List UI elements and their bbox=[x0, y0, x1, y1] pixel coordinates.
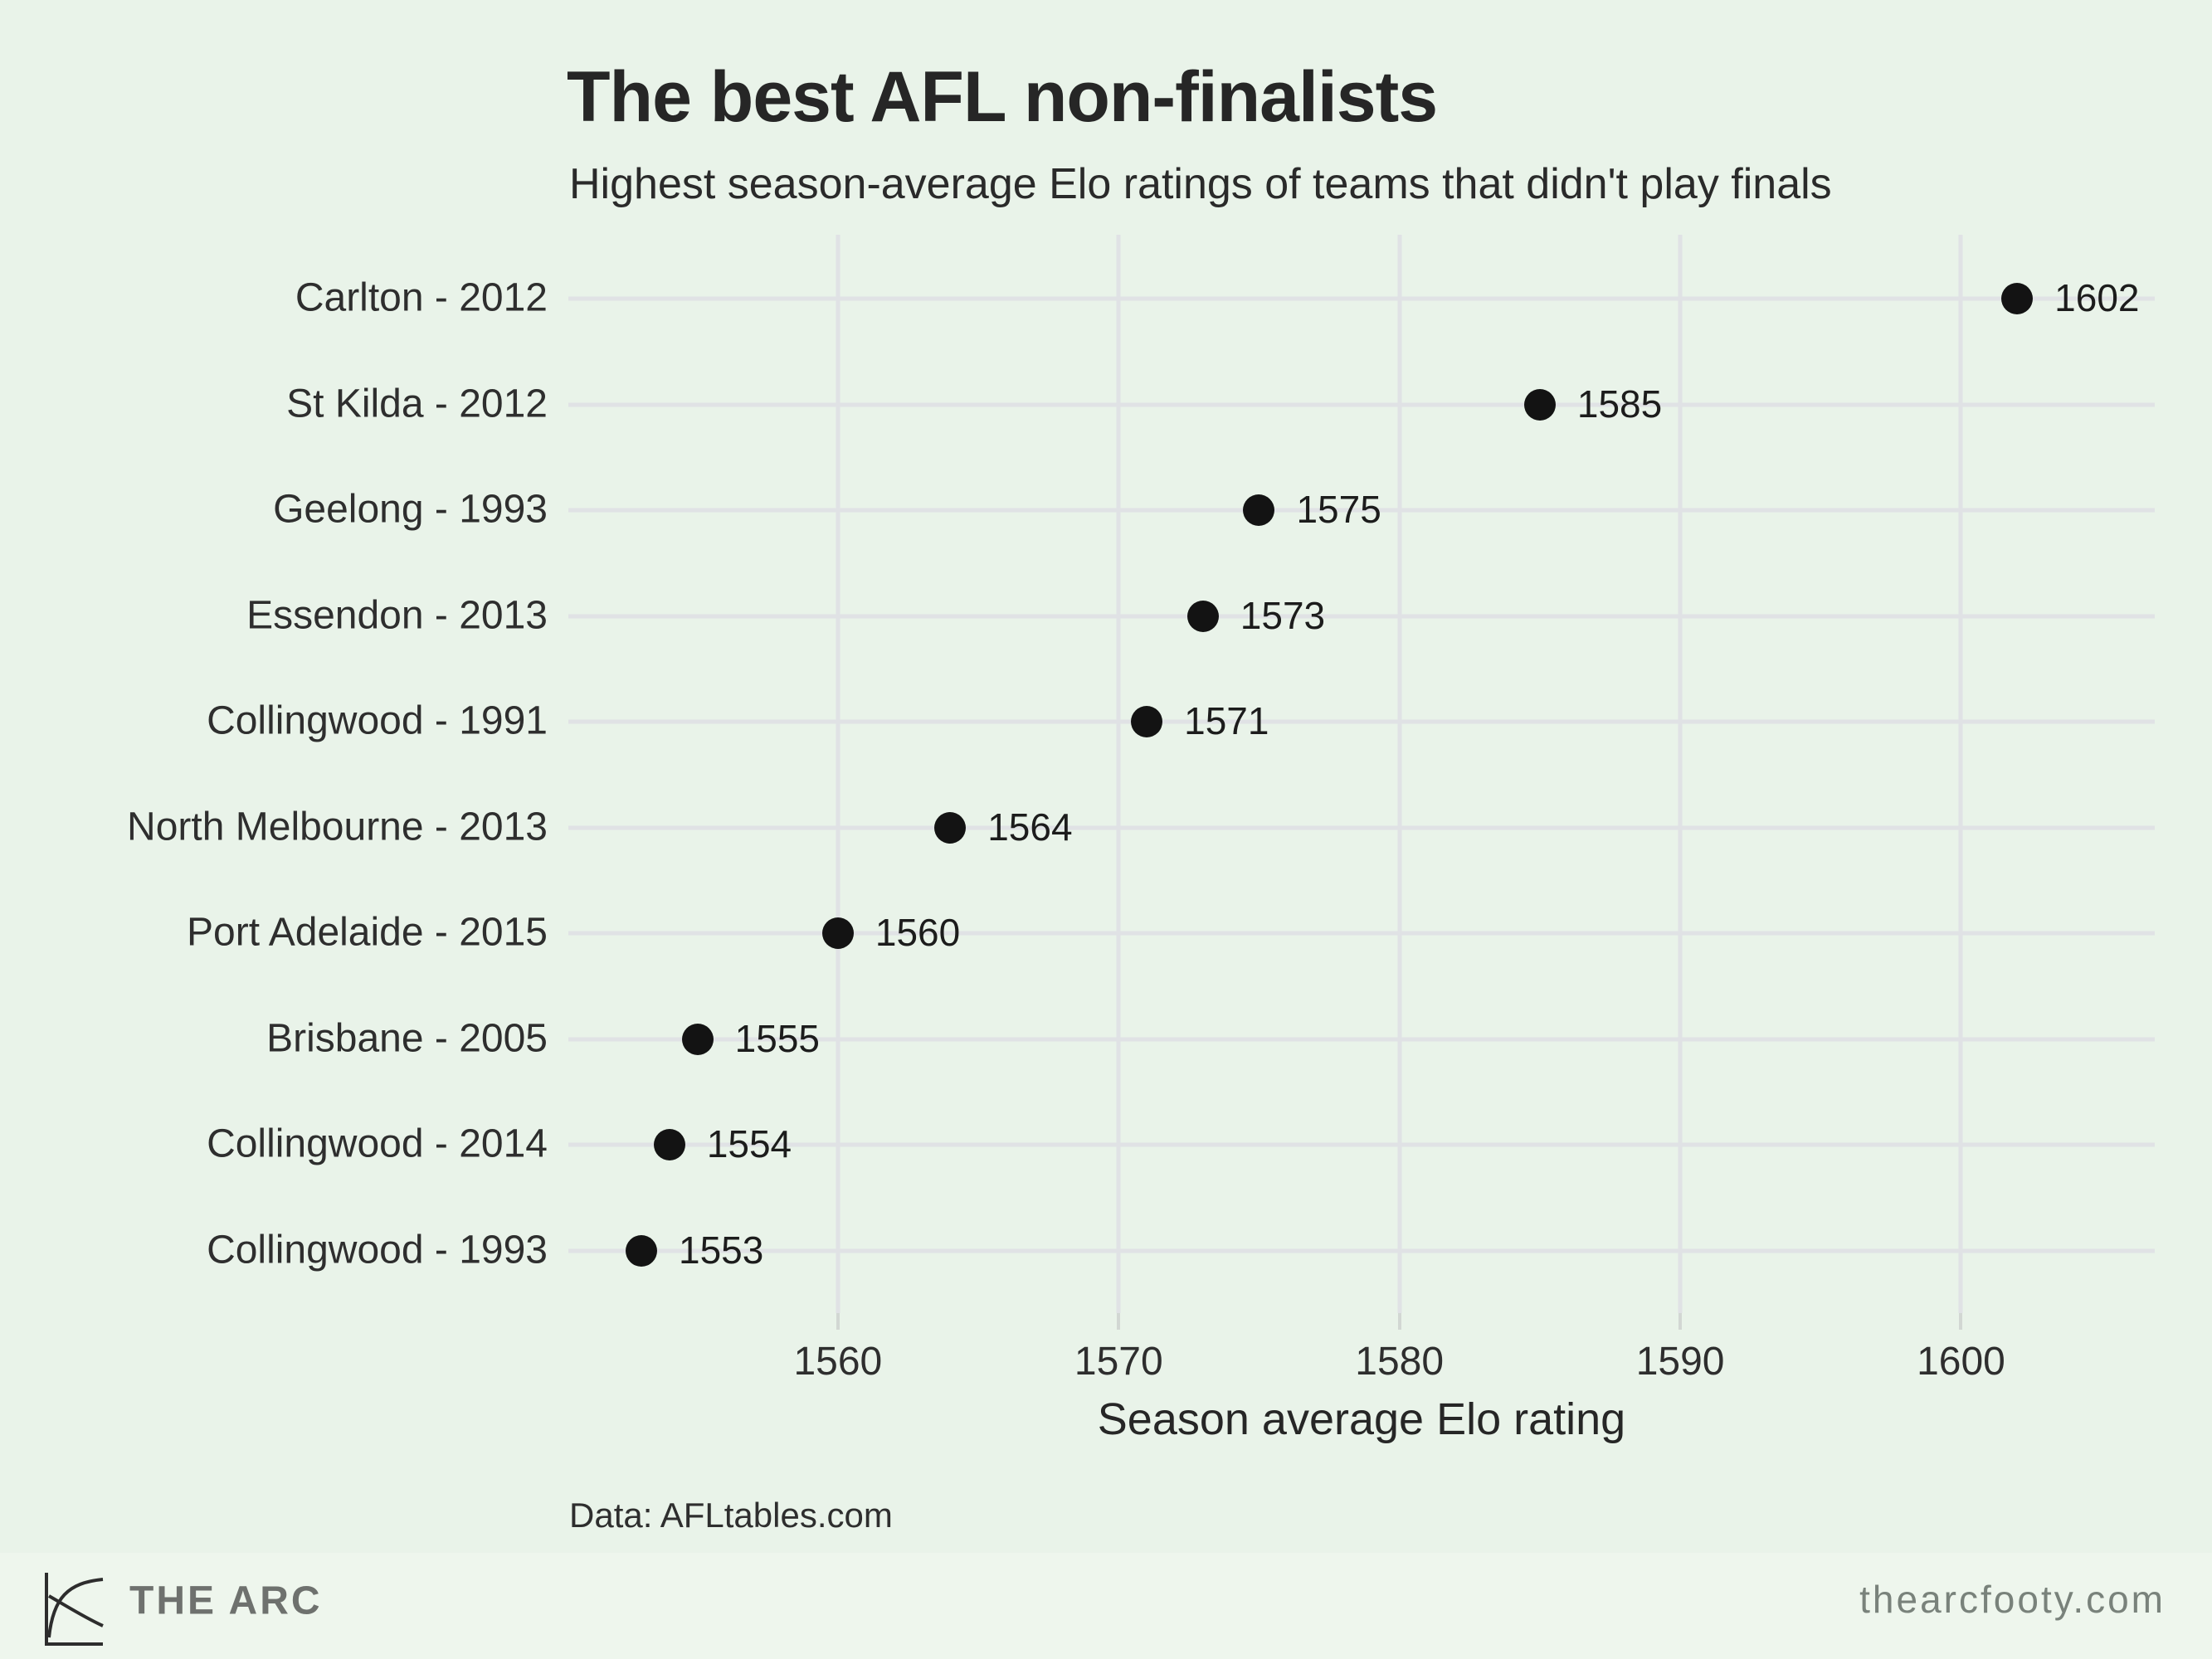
y-gridline bbox=[568, 825, 2155, 830]
data-point-value: 1553 bbox=[678, 1228, 764, 1272]
y-gridline bbox=[568, 931, 2155, 936]
y-gridline bbox=[568, 719, 2155, 724]
data-point-value: 1602 bbox=[2054, 275, 2140, 319]
y-gridline bbox=[568, 1142, 2155, 1147]
x-gridline bbox=[1678, 235, 1683, 1313]
data-point bbox=[1523, 388, 1556, 421]
data-point-value: 1575 bbox=[1296, 487, 1381, 531]
x-tick-mark bbox=[836, 1313, 840, 1330]
data-point-value: 1564 bbox=[987, 805, 1073, 849]
data-point bbox=[1131, 706, 1163, 737]
x-tick-mark bbox=[1959, 1313, 1963, 1330]
x-gridline bbox=[836, 235, 840, 1313]
category-label: Port Adelaide - 2015 bbox=[187, 910, 548, 955]
data-point bbox=[1186, 600, 1219, 632]
x-gridline bbox=[1397, 235, 1402, 1313]
data-point bbox=[681, 1023, 714, 1055]
y-gridline bbox=[568, 296, 2155, 301]
y-gridline bbox=[568, 402, 2155, 406]
category-label: Carlton - 2012 bbox=[295, 275, 548, 320]
category-label: Collingwood - 1991 bbox=[207, 698, 548, 743]
data-point bbox=[934, 811, 967, 844]
data-point bbox=[821, 917, 854, 949]
x-tick-label: 1590 bbox=[1635, 1340, 1725, 1384]
website-url: thearcfooty.com bbox=[1859, 1578, 2166, 1621]
chart-subtitle: Highest season-average Elo ratings of te… bbox=[569, 160, 1832, 208]
y-gridline bbox=[568, 1248, 2155, 1253]
category-label: Collingwood - 1993 bbox=[207, 1227, 548, 1272]
x-tick-mark bbox=[1678, 1313, 1683, 1330]
data-point-value: 1554 bbox=[706, 1121, 792, 1165]
data-point bbox=[625, 1234, 657, 1267]
category-label: North Melbourne - 2013 bbox=[127, 804, 548, 849]
chart-title: The best AFL non-finalists bbox=[567, 57, 1438, 137]
x-tick-mark bbox=[1117, 1313, 1121, 1330]
x-tick-label: 1580 bbox=[1355, 1340, 1445, 1384]
data-point-value: 1555 bbox=[734, 1016, 820, 1060]
category-label: Essendon - 2013 bbox=[246, 592, 548, 637]
data-source-note: Data: AFLtables.com bbox=[569, 1496, 893, 1535]
category-label: Brisbane - 2005 bbox=[266, 1015, 548, 1060]
data-point-value: 1573 bbox=[1240, 593, 1326, 637]
y-gridline bbox=[568, 614, 2155, 618]
x-tick-label: 1600 bbox=[1917, 1340, 2005, 1384]
x-tick-label: 1560 bbox=[793, 1340, 883, 1384]
x-tick-label: 1570 bbox=[1074, 1340, 1163, 1384]
x-gridline bbox=[1958, 235, 1963, 1313]
data-point-value: 1560 bbox=[875, 910, 961, 954]
arc-line-chart-icon bbox=[45, 1573, 104, 1646]
x-gridline bbox=[1116, 235, 1121, 1313]
data-point bbox=[2001, 283, 2034, 314]
data-point bbox=[1243, 494, 1275, 526]
data-point-value: 1571 bbox=[1184, 698, 1269, 742]
y-gridline bbox=[568, 1037, 2155, 1041]
brand-name: THE ARC bbox=[129, 1579, 323, 1623]
y-gridline bbox=[568, 508, 2155, 513]
category-label: Geelong - 1993 bbox=[273, 487, 548, 532]
category-label: St Kilda - 2012 bbox=[286, 381, 548, 426]
x-tick-mark bbox=[1397, 1313, 1401, 1330]
category-label: Collingwood - 2014 bbox=[207, 1121, 548, 1166]
data-point-value: 1585 bbox=[1576, 382, 1663, 426]
data-point bbox=[653, 1129, 685, 1160]
x-axis-title: Season average Elo rating bbox=[1097, 1394, 1626, 1444]
footer-bar: THE ARC thearcfooty.com bbox=[0, 1553, 2212, 1659]
